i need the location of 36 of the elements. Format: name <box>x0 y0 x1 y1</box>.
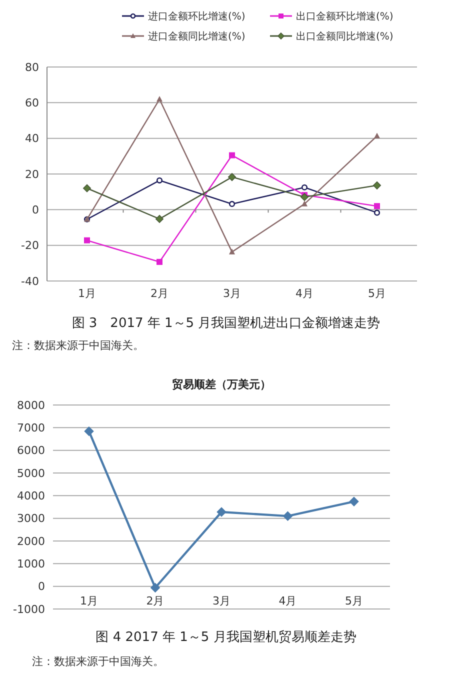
x-tick-label: 2月 <box>150 287 168 300</box>
x-tick-label: 5月 <box>368 287 386 300</box>
y-tick-label: -1000 <box>13 602 45 616</box>
legend-label: 出口金额环比增速(%) <box>296 10 394 22</box>
x-tick-label: 4月 <box>278 594 297 608</box>
y-tick-label: 4000 <box>17 490 45 503</box>
y-tick-label: 1000 <box>17 558 45 571</box>
y-tick-label: 3000 <box>17 512 45 526</box>
legend-label: 进口金额环比增速(%) <box>148 10 246 22</box>
y-tick-label: 40 <box>25 132 39 146</box>
y-tick-label: 5000 <box>17 466 45 480</box>
y-tick-label: 0 <box>38 580 45 594</box>
y-tick-label: 60 <box>25 96 39 110</box>
x-tick-label: 3月 <box>223 287 241 300</box>
text: 注：数据来源于中国海关。 <box>12 339 144 352</box>
y-tick-label: 20 <box>25 168 39 181</box>
y-tick-label: 2000 <box>17 534 45 548</box>
y-tick-label: 8000 <box>17 398 45 412</box>
x-tick-label: 2月 <box>146 594 164 608</box>
x-tick-label: 1月 <box>78 287 96 300</box>
x-tick-label: 1月 <box>80 594 98 608</box>
y-tick-label: 7000 <box>17 422 45 435</box>
y-tick-label: -40 <box>21 274 39 288</box>
legend-label: 出口金额同比增速(%) <box>296 30 394 42</box>
y-tick-label: 80 <box>25 60 39 74</box>
x-tick-label: 3月 <box>212 594 230 608</box>
y-tick-label: 0 <box>32 204 39 217</box>
x-tick-label: 5月 <box>345 594 363 608</box>
text: 注：数据来源于中国海关。 <box>32 655 164 668</box>
x-tick-label: 4月 <box>296 287 314 300</box>
legend-label: 进口金额同比增速(%) <box>148 30 246 42</box>
text: 图 3 2017 年 1～5 月我国塑机进出口金额增速走势 <box>72 315 380 331</box>
y-tick-label: 6000 <box>17 444 45 458</box>
chart-title: 贸易顺差（万美元） <box>172 378 271 391</box>
caption: 图 4 2017 年 1～5 月我国塑机贸易顺差走势 <box>96 629 356 645</box>
y-tick-label: -20 <box>21 239 39 252</box>
